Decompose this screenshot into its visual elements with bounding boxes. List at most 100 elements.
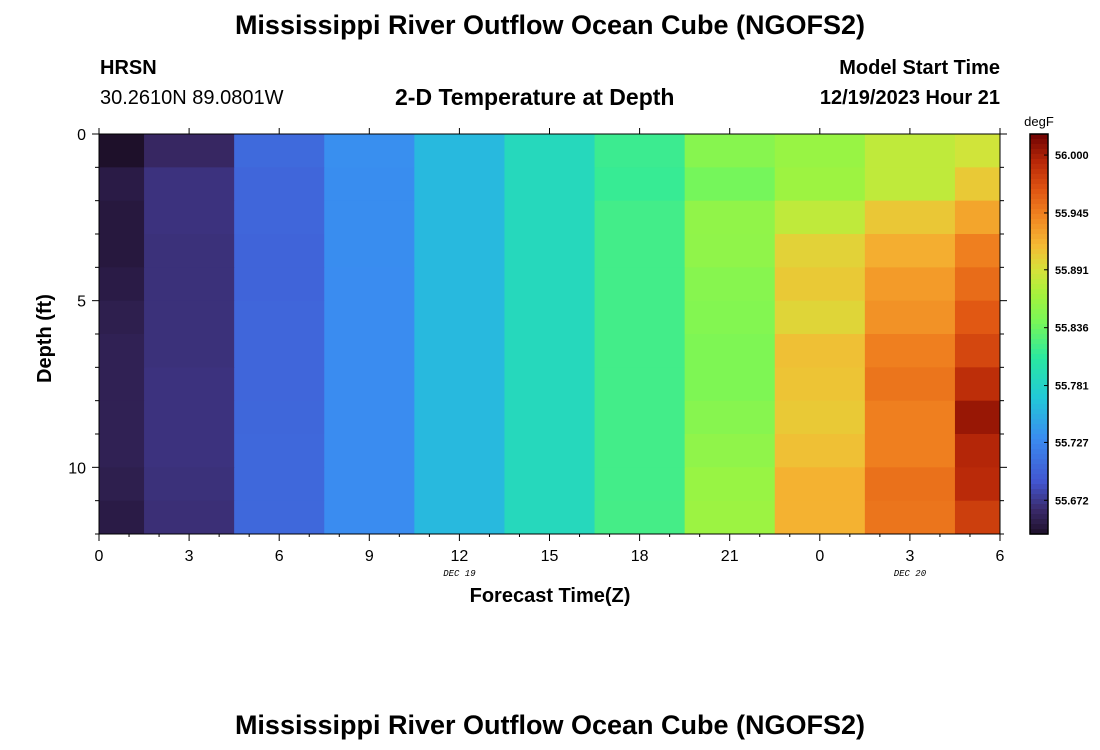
heatmap-cell [324, 434, 415, 468]
heatmap-cell [954, 467, 1001, 502]
heatmap-cell [864, 367, 956, 402]
colorbar-segment [1030, 444, 1048, 450]
heatmap-cell [504, 300, 596, 335]
colorbar-segment [1030, 399, 1048, 405]
chart-title: Mississippi River Outflow Ocean Cube (NG… [234, 10, 866, 40]
colorbar-segment [1030, 264, 1048, 270]
heatmap-cell [774, 134, 866, 168]
heatmap-cell [594, 267, 686, 302]
heatmap-cell [954, 300, 1001, 335]
x-axis-label: Forecast Time(Z) [469, 585, 631, 607]
colorbar-unit: degF [1024, 114, 1054, 129]
heatmap-cell [99, 434, 145, 468]
x-tick-label: 3 [905, 548, 914, 565]
heatmap-cell [504, 234, 596, 268]
colorbar-segment [1030, 364, 1048, 370]
heatmap-cell [504, 134, 596, 168]
heatmap-cell [234, 400, 325, 435]
heatmap-cell [99, 167, 145, 202]
colorbar-segment [1030, 139, 1048, 145]
heatmap-cell [99, 267, 145, 302]
colorbar-segment [1030, 384, 1048, 390]
model-start-label: Model Start Time [839, 57, 1000, 79]
colorbar-segment [1030, 369, 1048, 375]
colorbar-segment [1030, 134, 1048, 140]
y-axis: 0 5 10 [68, 127, 1007, 535]
colorbar-segment [1030, 329, 1048, 335]
colorbar-segment [1030, 194, 1048, 200]
colorbar-segment [1030, 529, 1048, 535]
heatmap-cell [414, 300, 505, 335]
heatmap-cell [414, 267, 505, 302]
heatmap-cell [234, 467, 325, 502]
colorbar-segment [1030, 344, 1048, 350]
heatmap-cell [414, 200, 505, 235]
colorbar-segment [1030, 164, 1048, 170]
heatmap-cell [324, 334, 415, 368]
y-tick-label: 10 [68, 460, 86, 477]
colorbar-segment [1030, 229, 1048, 235]
colorbar-segment [1030, 509, 1048, 515]
heatmap-cell [684, 500, 776, 535]
heatmap-cell [504, 200, 596, 235]
colorbar-segment [1030, 239, 1048, 245]
colorbar-segment [1030, 304, 1048, 310]
heatmap-cell [234, 367, 325, 402]
heatmap-cell [774, 267, 866, 302]
heatmap-cell [504, 167, 596, 202]
colorbar-segment [1030, 434, 1048, 440]
colorbar-segment [1030, 409, 1048, 415]
heatmap-cell [324, 500, 415, 535]
colorbar-tick-label: 55.945 [1055, 208, 1089, 220]
heatmap-cell [144, 400, 235, 435]
colorbar-tick-label: 55.727 [1055, 437, 1089, 449]
x-tick-label: 18 [631, 548, 649, 565]
colorbar-segment [1030, 214, 1048, 220]
heatmap-cell [234, 334, 325, 368]
heatmap-cell [234, 300, 325, 335]
heatmap-cell [414, 134, 505, 168]
heatmap-cell [99, 200, 145, 235]
heatmap-cell [594, 500, 686, 535]
colorbar-segment [1030, 404, 1048, 410]
heatmap-cell [684, 200, 776, 235]
colorbar-segment [1030, 199, 1048, 205]
heatmap-cell [954, 167, 1001, 202]
heatmap-cell [684, 234, 776, 268]
heatmap-cell [864, 467, 956, 502]
x-tick-label: 6 [275, 548, 284, 565]
colorbar-segment [1030, 169, 1048, 175]
heatmap-cell [414, 334, 505, 368]
colorbar-segment [1030, 519, 1048, 525]
station-name: HRSN [100, 57, 157, 79]
colorbar-tick-label: 55.891 [1055, 265, 1089, 277]
heatmap-cell [144, 434, 235, 468]
heatmap-cell [684, 334, 776, 368]
heatmap-cell [234, 500, 325, 535]
heatmap-cell [594, 434, 686, 468]
heatmap-cell [774, 400, 866, 435]
heatmap-cell [234, 434, 325, 468]
heatmap-cell [774, 500, 866, 535]
heatmap-cell [324, 300, 415, 335]
heatmap-cell [954, 267, 1001, 302]
heatmap-cell [594, 467, 686, 502]
colorbar-segment [1030, 289, 1048, 295]
heatmap-cell [864, 167, 956, 202]
heatmap-cell [774, 234, 866, 268]
colorbar-segment [1030, 449, 1048, 455]
colorbar-segment [1030, 254, 1048, 260]
colorbar-segment [1030, 219, 1048, 225]
heatmap-cell [324, 200, 415, 235]
heatmap-cell [774, 334, 866, 368]
heatmap-cell [414, 234, 505, 268]
colorbar-segment [1030, 294, 1048, 300]
heatmap-cell [324, 467, 415, 502]
heatmap-cell [144, 200, 235, 235]
heatmap-cell [594, 367, 686, 402]
colorbar-segment [1030, 269, 1048, 275]
x-tick-label: 12 [451, 548, 469, 565]
colorbar-segment [1030, 429, 1048, 435]
y-tick-label: 5 [77, 294, 86, 311]
x-tick-label: 6 [996, 548, 1005, 565]
